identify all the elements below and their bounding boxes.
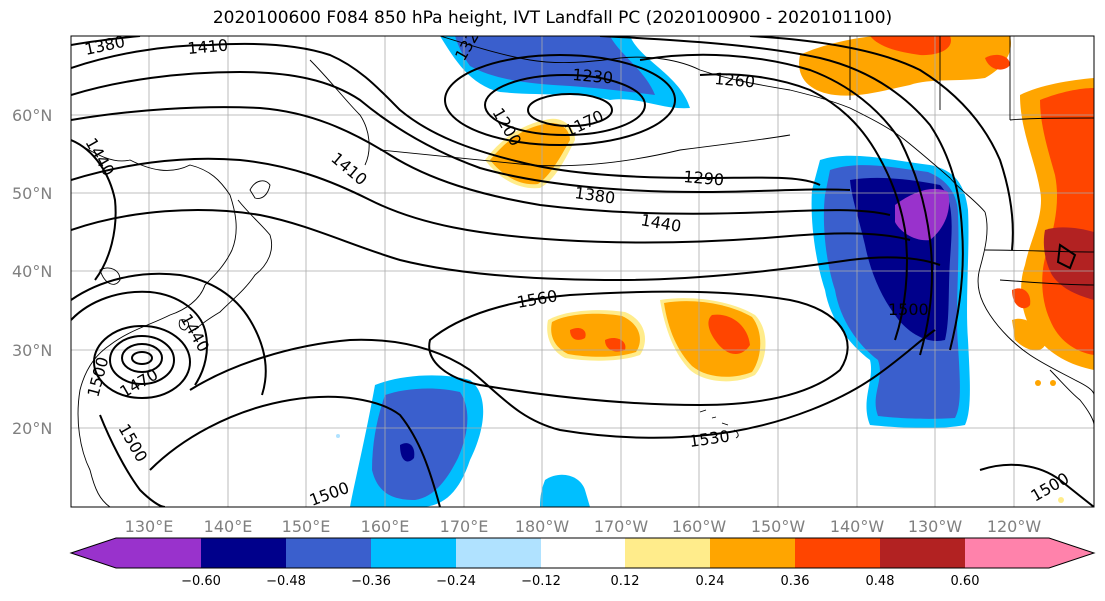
colorbar-tick: 0.60 xyxy=(951,574,980,589)
contour-label: 1410 xyxy=(187,36,229,58)
contour-label: 1260 xyxy=(714,69,756,91)
colorbar-segment xyxy=(286,538,371,568)
longitude-labels: 130°E 140°E 150°E 160°E 170°E 180°W 170°… xyxy=(125,517,1042,536)
colorbar-tick: −0.24 xyxy=(436,574,476,589)
lon-label: 150°E xyxy=(282,517,331,536)
contour-label: 1290 xyxy=(683,167,725,189)
map-panel: 1380 1410 1320 1230 1260 1170 1200 1440 … xyxy=(71,36,1094,507)
colorbar-segment xyxy=(541,538,625,568)
lon-label: 160°E xyxy=(361,517,410,536)
lat-label: 40°N xyxy=(12,262,52,281)
colorbar-tick: 0.36 xyxy=(781,574,810,589)
colorbar-segment xyxy=(371,538,456,568)
lon-label: 140°W xyxy=(830,517,885,536)
colorbar-extend-low xyxy=(71,538,116,568)
coastlines xyxy=(71,36,1094,507)
lon-label: 130°W xyxy=(908,517,963,536)
colorbar-tick: −0.36 xyxy=(351,574,391,589)
colorbar-tick: 0.48 xyxy=(866,574,895,589)
colorbar-segment xyxy=(116,538,201,568)
colorbar-segment xyxy=(710,538,795,568)
contour-label: 1500 xyxy=(888,300,929,319)
latitude-labels: 20°N 30°N 40°N 50°N 60°N xyxy=(12,106,52,438)
lat-label: 60°N xyxy=(12,106,52,125)
lon-label: 150°W xyxy=(751,517,806,536)
colorbar-tick: −0.48 xyxy=(266,574,306,589)
graticule xyxy=(71,36,1094,507)
lon-label: 170°E xyxy=(440,517,489,536)
lon-label: 140°E xyxy=(204,517,253,536)
lat-label: 20°N xyxy=(12,419,52,438)
contour-label: 1230 xyxy=(572,65,614,87)
map-title: 2020100600 F084 850 hPa height, IVT Land… xyxy=(212,8,893,28)
lat-label: 30°N xyxy=(12,341,52,360)
colorbar-tick: 0.12 xyxy=(611,574,640,589)
ivt-positive-shading xyxy=(485,36,1094,503)
lat-label: 50°N xyxy=(12,184,52,203)
colorbar-segment xyxy=(965,538,1049,568)
lon-label: 160°W xyxy=(672,517,727,536)
lon-label: 180°W xyxy=(515,517,570,536)
lon-label: 170°W xyxy=(594,517,649,536)
colorbar-extend-high xyxy=(1049,538,1094,568)
colorbar-segment xyxy=(456,538,541,568)
colorbar-tick: −0.12 xyxy=(521,574,561,589)
colorbar-segment xyxy=(625,538,710,568)
lon-label: 120°W xyxy=(987,517,1042,536)
height-contours xyxy=(71,36,1094,507)
colorbar-segment xyxy=(201,538,286,568)
colorbar-tick: 0.24 xyxy=(696,574,725,589)
map-frame xyxy=(70,35,1095,508)
colorbar: −0.60 −0.48 −0.36 −0.24 −0.12 0.12 0.24 … xyxy=(69,537,1096,589)
colorbar-segment xyxy=(795,538,880,568)
colorbar-segment xyxy=(880,538,965,568)
colorbar-tick: −0.60 xyxy=(181,574,221,589)
lon-label: 130°E xyxy=(125,517,174,536)
